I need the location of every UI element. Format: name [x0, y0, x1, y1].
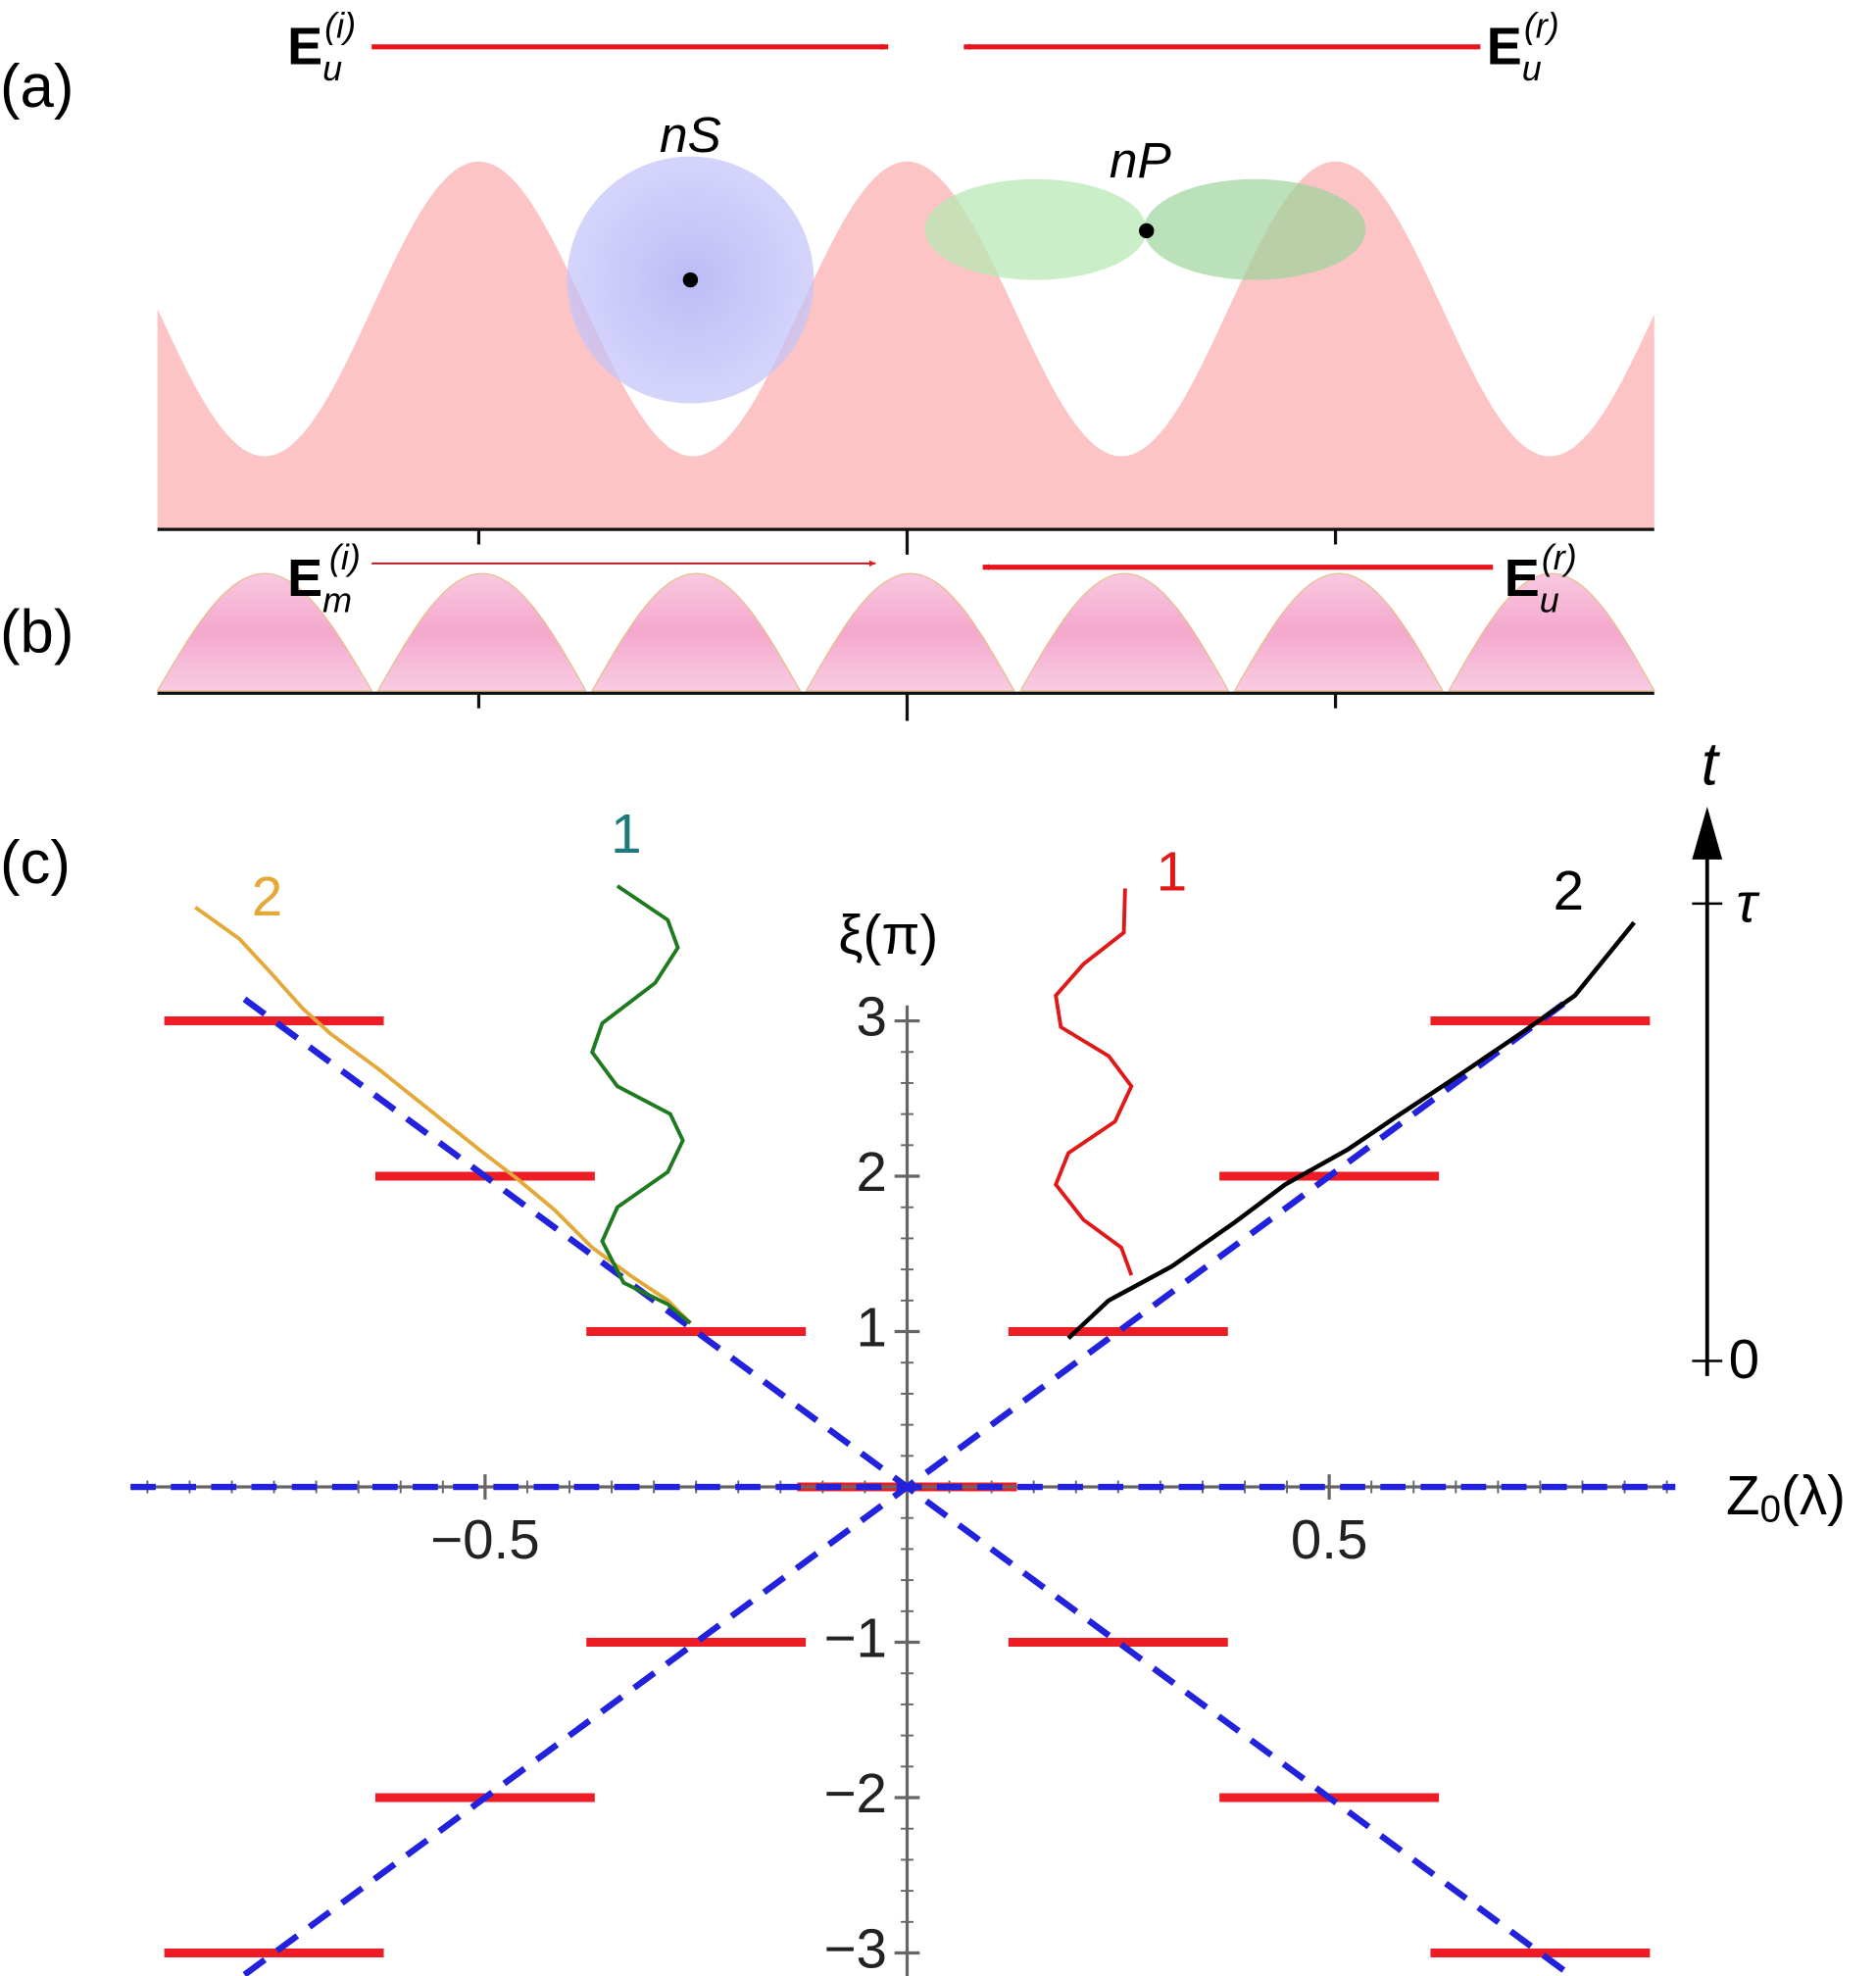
y-axis-label: ξ(π)	[838, 904, 938, 965]
y-tick-label: −3	[823, 1917, 886, 1976]
p-lobe	[1144, 178, 1366, 280]
field-label: Em(i)	[287, 536, 361, 619]
y-tick-label: 1	[856, 1296, 886, 1358]
trajectory	[1066, 920, 1636, 1340]
x-axis-label: Z0(λ)	[1726, 1464, 1846, 1531]
curve-label: 2	[1554, 860, 1584, 921]
state-label: nS	[660, 106, 721, 163]
curve-label: 1	[1157, 841, 1187, 903]
panel-c: ξ(π) Z0(λ) 2 1 1 2 t τ 0 −0.5 0.5 −3 −2 −1 1 2…	[130, 731, 1846, 1976]
field-label: Eu(r)	[1505, 536, 1577, 619]
p-lobe	[924, 178, 1147, 280]
time-arrowhead	[1692, 806, 1723, 860]
trajectory	[194, 906, 692, 1325]
x-tick-label: −0.5	[430, 1508, 540, 1570]
y-tick-label: 3	[856, 985, 886, 1047]
x-tick-label: 0.5	[1291, 1508, 1368, 1570]
time-tick	[1692, 902, 1723, 1362]
y-tick-label: −1	[823, 1606, 886, 1668]
lattice-potential	[157, 161, 1654, 530]
panel-label: (a)	[0, 53, 74, 121]
state-label: nP	[1110, 131, 1171, 188]
axis	[157, 527, 1654, 555]
time-axis-label: t	[1702, 731, 1721, 799]
field-label: Eu(r)	[1487, 5, 1559, 88]
field-label: Eu(i)	[287, 5, 356, 88]
trajectory	[589, 884, 692, 1325]
atom-dot	[1139, 222, 1155, 239]
axis	[157, 691, 1654, 721]
curve-label: 2	[252, 865, 282, 927]
panel-label: (b)	[0, 599, 74, 667]
panel-b: Em(i) Eu(r)	[156, 536, 1655, 721]
potential-arches	[156, 572, 1655, 692]
panel-a: nS nP Eu(i) Eu(r)	[157, 5, 1654, 555]
time-tick-label: τ	[1736, 872, 1760, 934]
time-tick-label: 0	[1729, 1328, 1759, 1390]
y-tick-label: −2	[823, 1762, 886, 1824]
atom-dot	[682, 272, 699, 288]
trajectory	[1053, 888, 1134, 1276]
dashed-line	[242, 996, 1572, 1976]
curve-label: 1	[611, 803, 641, 864]
panel-label: (c)	[0, 829, 71, 897]
y-tick-label: 2	[856, 1141, 886, 1203]
